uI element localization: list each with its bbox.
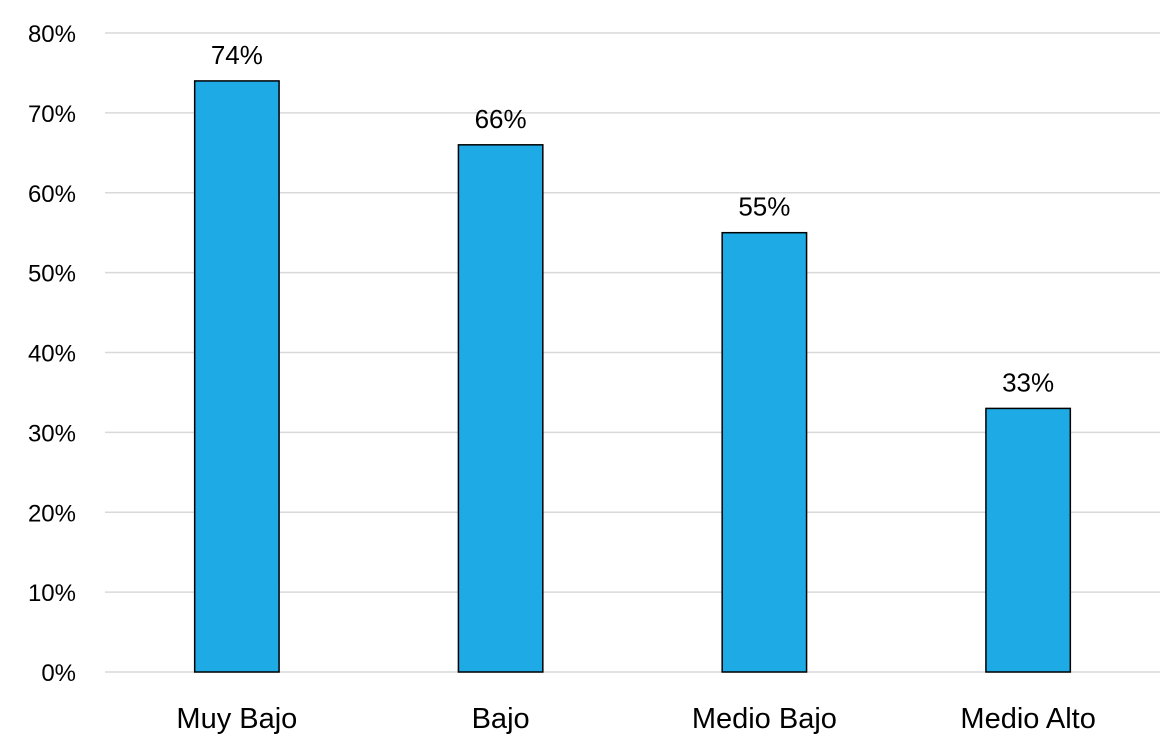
x-category-label: Muy Bajo [176, 703, 297, 735]
bar [721, 231, 808, 673]
x-category-label: Medio Bajo [692, 703, 837, 735]
bar [985, 407, 1072, 673]
y-tick-label: 70% [28, 101, 76, 128]
gridlines [105, 32, 1160, 673]
bar-data-label: 74% [211, 40, 263, 70]
y-tick-label: 0% [41, 660, 76, 687]
y-tick-label: 40% [28, 341, 76, 368]
y-tick-label: 80% [28, 21, 76, 48]
x-category-label: Bajo [472, 703, 530, 735]
y-axis-tick-labels: 0% 10% 20% 30% 40% 50% 60% 70% 80% [28, 21, 76, 687]
bars [193, 80, 1072, 673]
bar-data-label: 66% [475, 104, 527, 134]
y-tick-label: 30% [28, 420, 76, 447]
y-tick-label: 10% [28, 580, 76, 607]
y-tick-label: 60% [28, 181, 76, 208]
bar [193, 80, 280, 673]
y-tick-label: 50% [28, 261, 76, 288]
x-category-label: Medio Alto [960, 703, 1095, 735]
bar [457, 144, 544, 673]
bar-data-label: 33% [1002, 367, 1054, 397]
y-tick-label: 20% [28, 500, 76, 527]
bar-data-label: 55% [738, 192, 790, 222]
data-labels: 74% 66% 55% 33% [211, 40, 1054, 397]
x-axis-category-labels: Muy Bajo Bajo Medio Bajo Medio Alto [176, 703, 1095, 735]
